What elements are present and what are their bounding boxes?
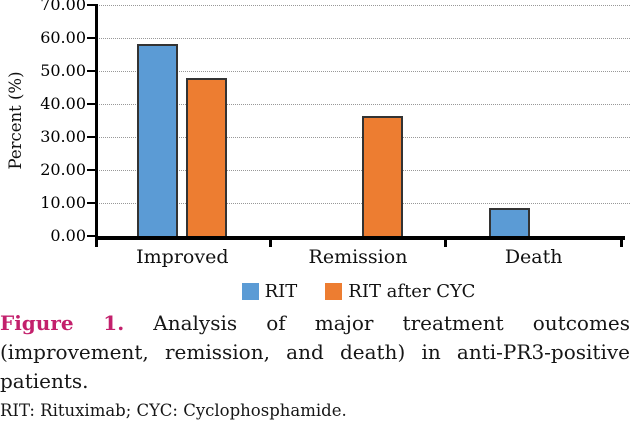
caption-line-1: Figure 1. Analysis of major treatment ou… xyxy=(0,309,630,338)
y-axis-tick xyxy=(87,4,95,6)
y-tick-label: 30.00 xyxy=(40,127,86,146)
legend-label: RIT after CYC xyxy=(348,280,476,302)
y-tick-label: 10.00 xyxy=(40,193,86,212)
category-label: Improved xyxy=(136,246,229,268)
y-axis-tick xyxy=(87,235,95,237)
y-tick-label: 60.00 xyxy=(40,28,86,47)
figure-label: Figure 1. xyxy=(0,311,125,335)
gridline xyxy=(97,71,630,72)
y-tick-label: 40.00 xyxy=(40,94,86,113)
x-axis-tick xyxy=(268,238,272,247)
x-axis-line xyxy=(94,236,625,240)
legend-item: RIT after CYC xyxy=(325,281,475,302)
caption-line-2: (improvement, remission, and death) in a… xyxy=(0,340,630,364)
bar-group-death xyxy=(446,5,622,236)
y-tick-label: 0.00 xyxy=(50,226,86,245)
plot-area xyxy=(97,5,630,236)
category-label: Death xyxy=(504,246,563,268)
bar-group-improved xyxy=(95,5,271,236)
figure-caption: Figure 1. Analysis of major treatment ou… xyxy=(0,309,630,396)
x-axis-tick xyxy=(94,238,98,247)
chart-legend: RIT RIT after CYC xyxy=(95,280,622,302)
x-axis-tick xyxy=(444,238,448,247)
y-axis-tick xyxy=(87,202,95,204)
y-axis-line xyxy=(94,4,98,236)
bar-rit-improved xyxy=(137,43,179,236)
gridline xyxy=(97,38,630,39)
figure-footnote: RIT: Rituximab; CYC: Cyclophosphamide. xyxy=(0,401,347,420)
caption-text-1: Analysis of major treatment outcomes xyxy=(153,311,630,335)
y-axis-tick xyxy=(87,136,95,138)
y-tick-label: 20.00 xyxy=(40,160,86,179)
bar-group-remission xyxy=(270,5,446,236)
y-axis-tick xyxy=(87,37,95,39)
caption-line-3: patients. xyxy=(0,369,89,393)
legend-label: RIT xyxy=(264,280,298,302)
bar-rit-after-cyc-improved xyxy=(186,78,228,236)
legend-item: RIT xyxy=(241,280,298,302)
y-axis-tick xyxy=(87,70,95,72)
category-label: Remission xyxy=(308,246,408,268)
legend-swatch xyxy=(241,282,259,300)
y-tick-label: 70.00 xyxy=(40,0,86,14)
y-axis-tick xyxy=(87,103,95,105)
x-axis-tick xyxy=(620,238,623,247)
bar-rit-death xyxy=(488,208,530,236)
y-tick-label: 50.00 xyxy=(40,61,86,80)
gridline xyxy=(97,104,630,105)
bar-rit-after-cyc-remission xyxy=(361,116,403,236)
y-axis-tick xyxy=(87,169,95,171)
gridline xyxy=(97,5,630,6)
legend-swatch xyxy=(325,282,343,300)
bar-chart: Percent (%) RIT RIT after CYC 0.00 10.00 20… xyxy=(6,0,630,302)
